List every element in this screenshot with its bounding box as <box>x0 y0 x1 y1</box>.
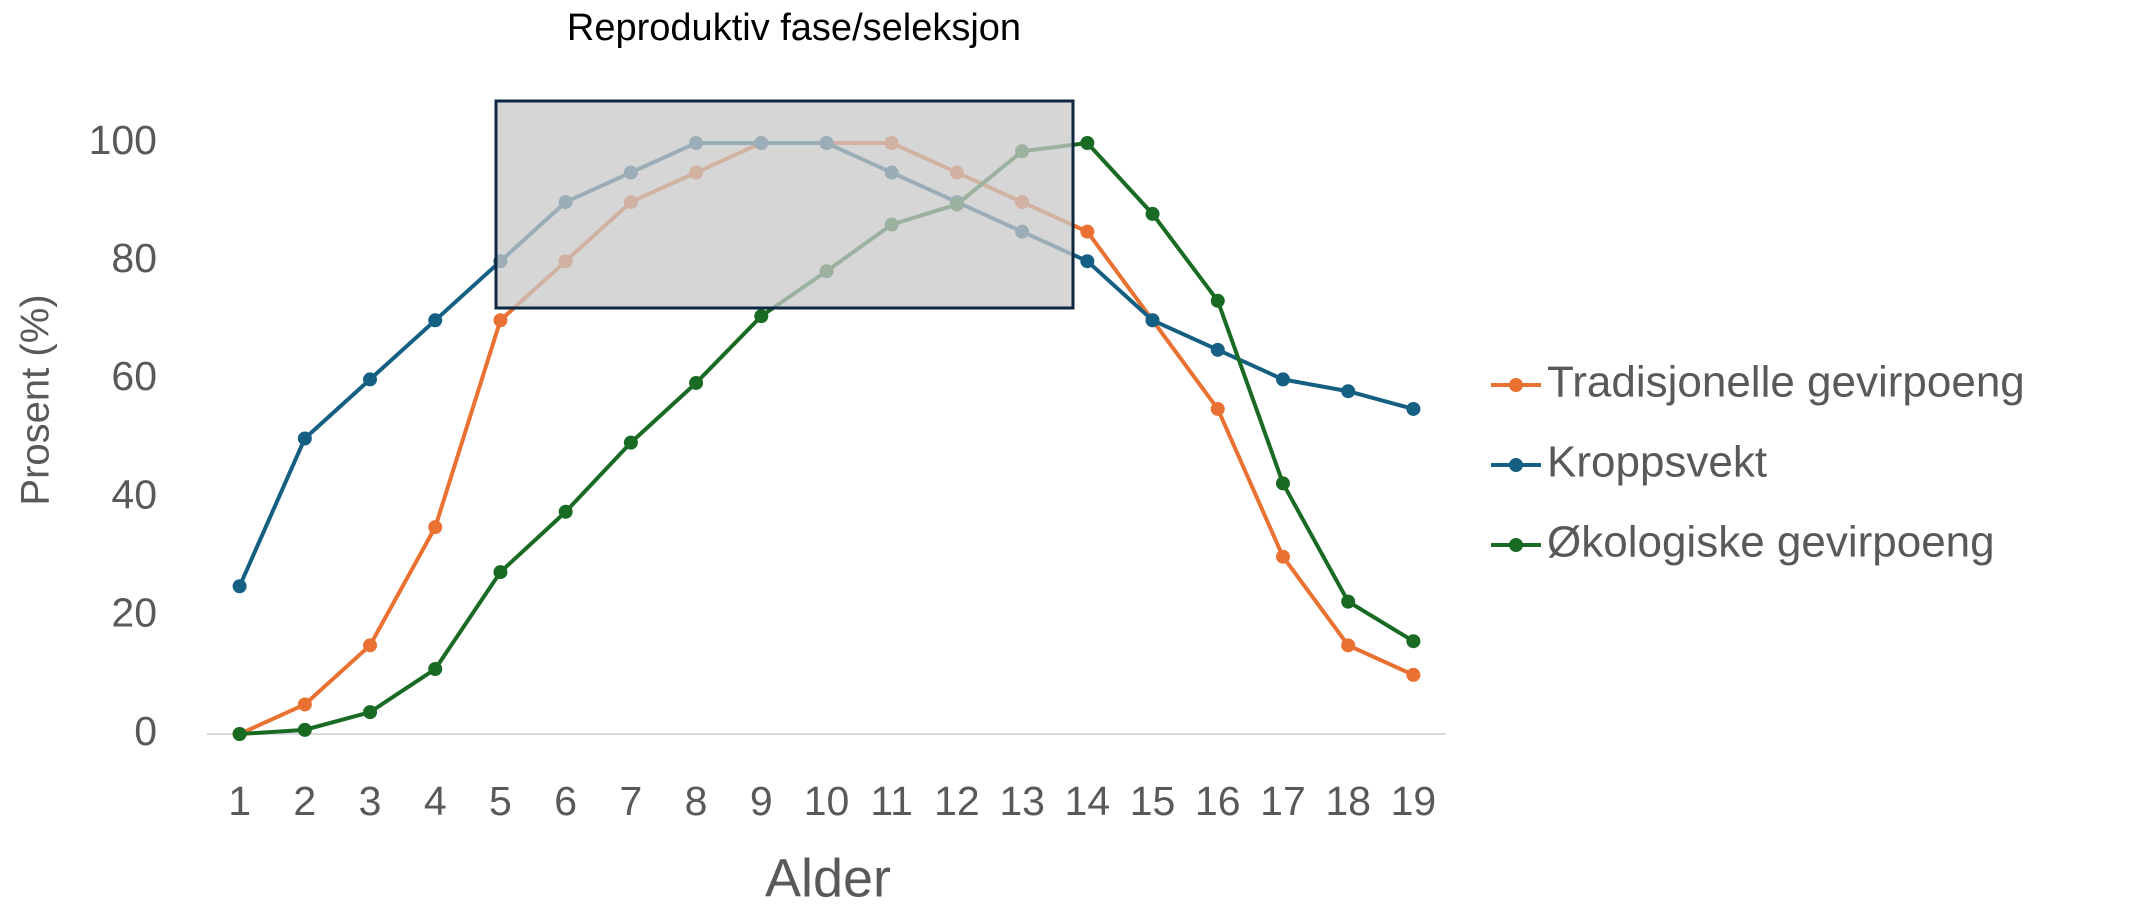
data-point <box>1210 401 1225 416</box>
y-axis-label: Prosent (%) <box>14 294 58 505</box>
annotation: Reproduktiv fase/seleksjon <box>567 7 1021 49</box>
data-point <box>1145 206 1160 221</box>
data-point <box>297 431 312 446</box>
x-tick-label: 13 <box>999 778 1045 824</box>
data-point <box>1210 293 1225 308</box>
data-point <box>623 435 638 450</box>
x-tick-label: 9 <box>750 778 773 824</box>
legend-label: Tradisjonelle gevirpoeng <box>1547 358 2025 407</box>
data-point <box>558 504 573 519</box>
data-point <box>428 313 443 328</box>
legend-label: Økologiske gevirpoeng <box>1547 518 1995 567</box>
x-tick-label: 12 <box>934 778 980 824</box>
data-point <box>297 722 312 737</box>
legend-marker <box>1509 458 1523 472</box>
x-tick-label: 18 <box>1325 778 1371 824</box>
data-point <box>1080 224 1095 239</box>
data-point <box>428 661 443 676</box>
y-tick-label: 80 <box>111 235 157 281</box>
data-point <box>1210 342 1225 357</box>
data-point <box>689 375 704 390</box>
x-tick-label: 6 <box>554 778 577 824</box>
data-point <box>363 372 378 387</box>
data-point <box>1080 254 1095 269</box>
data-point <box>1406 401 1421 416</box>
data-point <box>363 638 378 653</box>
x-tick-label: 1 <box>228 778 251 824</box>
y-tick-label: 60 <box>111 353 157 399</box>
x-tick-label: 16 <box>1195 778 1241 824</box>
legend-marker <box>1509 378 1523 392</box>
data-point <box>1341 594 1356 609</box>
x-tick-label: 4 <box>424 778 447 824</box>
x-tick-label: 17 <box>1260 778 1306 824</box>
x-tick-label: 2 <box>293 778 316 824</box>
data-point <box>297 697 312 712</box>
x-tick-label: 10 <box>804 778 850 824</box>
data-point <box>1406 667 1421 682</box>
data-point <box>1406 634 1421 649</box>
data-point <box>1341 384 1356 399</box>
data-point <box>493 313 508 328</box>
data-point <box>1275 549 1290 564</box>
data-point <box>428 520 443 535</box>
x-tick-label: 5 <box>489 778 512 824</box>
data-point <box>1080 136 1095 150</box>
legend-marker <box>1509 538 1523 552</box>
x-tick-label: 14 <box>1065 778 1111 824</box>
data-point <box>754 309 769 324</box>
y-tick-label: 20 <box>111 590 157 636</box>
x-tick-label: 11 <box>870 778 913 824</box>
x-tick-label: 3 <box>359 778 382 824</box>
y-tick-label: 100 <box>89 117 157 163</box>
legend-label: Kroppsvekt <box>1547 438 1767 487</box>
x-axis-label: Alder <box>765 848 891 906</box>
data-point <box>1275 476 1290 491</box>
x-tick-label: 7 <box>619 778 642 824</box>
data-point <box>232 727 247 741</box>
data-point <box>1275 372 1290 387</box>
legend: Tradisjonelle gevirpoeng Kroppsvekt Økolog… <box>1491 358 2025 567</box>
y-tick-label: 40 <box>111 471 157 517</box>
y-tick-label: 0 <box>134 708 157 754</box>
data-point <box>1145 313 1160 328</box>
data-point <box>232 579 247 594</box>
data-point <box>363 705 378 720</box>
data-point <box>493 565 508 580</box>
data-point <box>1341 638 1356 653</box>
x-tick-label: 19 <box>1391 778 1437 824</box>
x-tick-label: 15 <box>1130 778 1176 824</box>
x-tick-label: 8 <box>685 778 708 824</box>
highlight-box <box>494 99 1075 310</box>
